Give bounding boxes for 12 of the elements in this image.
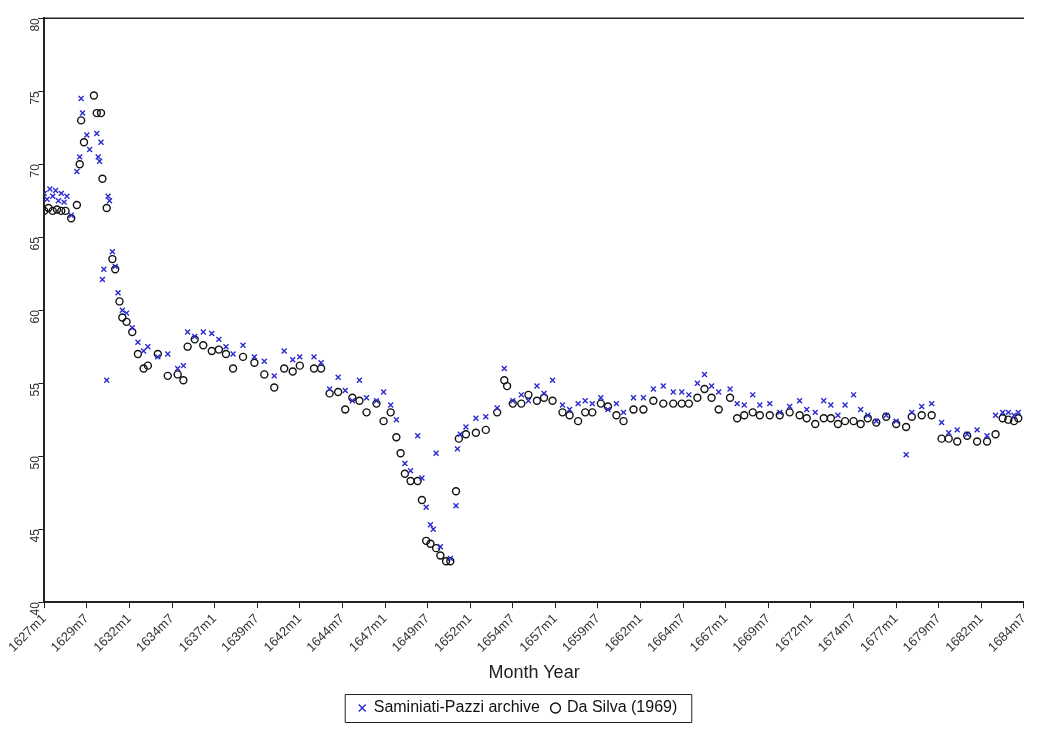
- y-tick-label: 50: [27, 455, 42, 470]
- legend-label: Da Silva (1969): [567, 698, 678, 716]
- y-tick-label: 75: [27, 90, 42, 105]
- y-tick-label: 80: [27, 17, 42, 32]
- y-tick-label: 45: [27, 528, 42, 543]
- y-tick-label: 65: [27, 236, 42, 251]
- x-axis-title: Month Year: [488, 662, 580, 683]
- y-tick-label: 40: [27, 601, 42, 616]
- y-tick-label: 70: [27, 163, 42, 178]
- legend-label: Saminiati-Pazzi archive: [373, 698, 541, 716]
- y-tick-label: 55: [27, 382, 42, 397]
- y-tick-label: 60: [27, 309, 42, 324]
